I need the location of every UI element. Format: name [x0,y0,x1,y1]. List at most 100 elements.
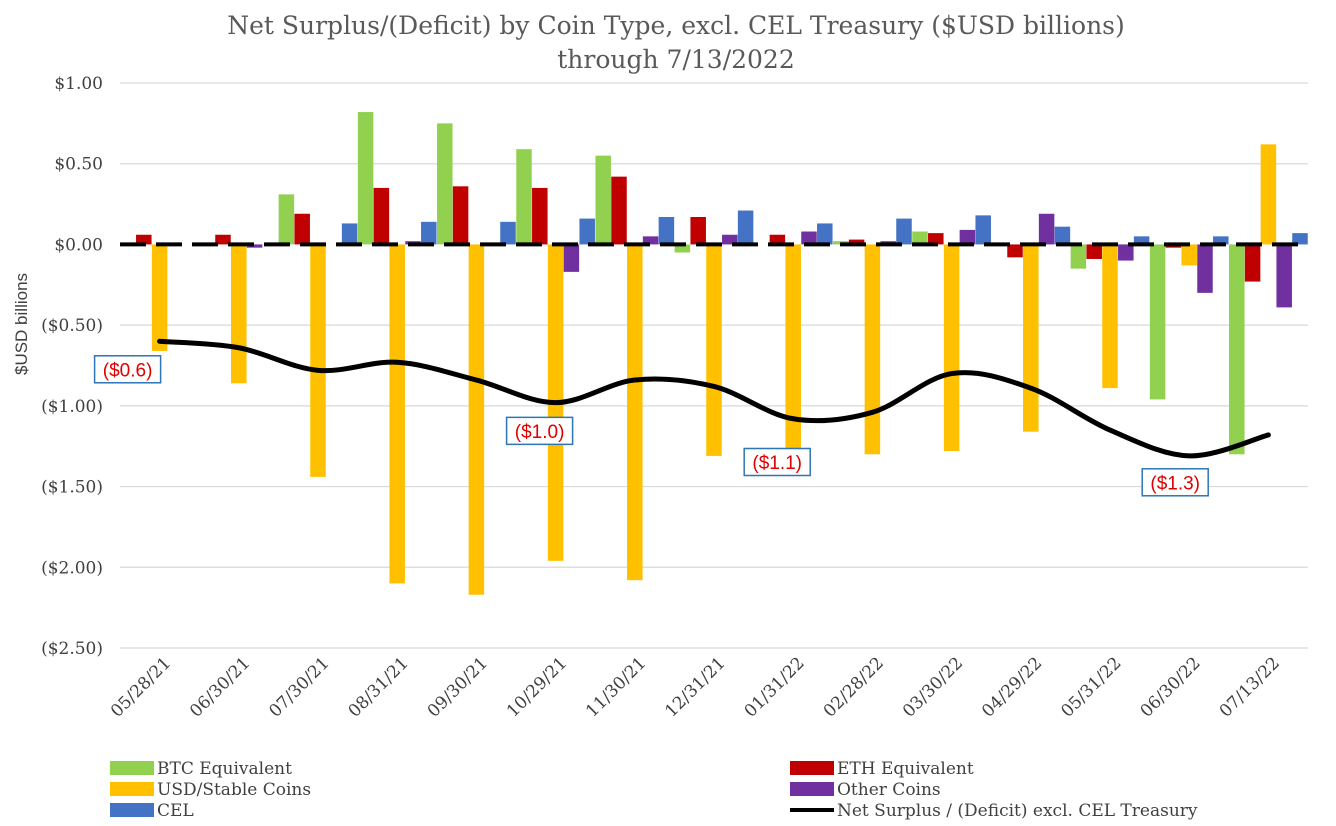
y-axis-label: $USD billions [12,273,31,375]
bar [373,187,390,245]
bar [1102,244,1118,389]
bar [421,221,437,245]
bar [341,223,358,245]
legend-label: CEL [157,801,194,821]
x-tick-label: 12/31/21 [661,653,729,721]
bar [674,244,691,253]
bar [1038,213,1055,245]
legend-item: USD/Stable Coins [110,780,311,800]
bar [801,231,817,245]
bar [864,244,881,455]
y-tick-label: ($1.50) [41,478,103,498]
bar [706,244,722,456]
annotation-text: ($1.1) [752,453,802,474]
x-tick-label: 08/31/21 [345,653,413,721]
x-tick-label: 01/31/22 [741,653,809,721]
bar [468,244,485,595]
bar [1149,244,1166,400]
y-tick-label: $0.50 [54,155,103,175]
chart-subtitle: through 7/13/2022 [557,45,795,74]
annotations: ($0.6) ($1.0) ($1.1) ($1.3) [93,355,1209,497]
bar [1054,226,1071,245]
y-tick-label: ($2.00) [41,558,103,578]
annotation-label: ($1.3) [1141,468,1209,497]
x-tick-label: 04/29/22 [978,653,1046,721]
legend-item: Other Coins [790,780,941,800]
legend-label: USD/Stable Coins [157,780,311,800]
bar [896,218,912,245]
y-tick-label: ($2.50) [41,639,103,659]
bar [1133,236,1150,245]
x-tick-label: 03/30/22 [899,653,967,721]
bar [1197,244,1213,293]
y-tick-label: $0.00 [54,235,103,255]
x-tick-label: 02/28/22 [820,653,888,721]
bar [136,234,152,245]
annotation-label: ($1.0) [505,416,574,446]
legend-item: CEL [110,801,194,821]
bar [310,244,326,477]
bar [1213,236,1229,245]
bar [627,244,643,581]
net-line-series [157,338,1271,459]
x-tick-label: 09/30/21 [424,653,492,721]
x-tick-label: 05/28/21 [107,653,175,721]
annotation-label: ($1.1) [743,447,811,477]
bar [500,221,516,245]
annotation-box [93,355,162,384]
bar [357,112,374,245]
legend-swatch [790,782,834,796]
annotation-box [743,447,811,477]
bar [389,244,405,584]
bar [437,123,453,245]
bar [737,210,754,245]
legend-swatch [110,761,154,775]
bar [231,244,247,384]
bar [912,231,928,245]
x-tick-label: 11/30/21 [582,653,650,721]
bar [294,213,310,245]
legend-item: Net Surplus / (Deficit) excl. CEL Treasu… [790,801,1198,821]
legend-label: Other Coins [837,780,941,800]
bar [532,187,548,245]
x-tick-label: 07/13/22 [1216,653,1284,721]
legend-item: BTC Equivalent [110,759,292,779]
y-tick-label: ($0.50) [41,316,103,336]
annotation-box [505,416,574,446]
bar [1086,244,1102,259]
bar [769,234,786,245]
bar [1229,244,1245,455]
bar [278,194,295,245]
bar [579,218,595,245]
bar [1118,244,1134,261]
y-tick-labels: $1.00 $0.50 $0.00 ($0.50) ($1.00) ($1.50) ($2.… [41,74,103,659]
bar [658,216,675,245]
bar-series [120,112,1308,595]
legend-label: Net Surplus / (Deficit) excl. CEL Treasu… [837,801,1198,821]
bar [563,244,580,272]
bar [817,223,833,245]
bar [1007,244,1023,258]
bar [959,229,976,245]
x-tick-label: 10/29/21 [503,653,571,721]
bar [1244,244,1261,282]
bar [151,244,168,351]
bar [975,215,991,245]
bar [452,186,469,245]
bar [1276,244,1292,308]
y-tick-label: $1.00 [54,74,103,94]
bar [1023,244,1039,432]
legend-swatch [110,803,154,817]
annotation-label: ($0.6) [93,355,162,384]
bar [1181,244,1197,266]
bar [595,155,611,245]
legend-item: ETH Equivalent [790,759,974,779]
bar [246,244,263,248]
annotation-text: ($1.0) [515,422,565,443]
bar [722,234,738,245]
bar [215,234,231,245]
x-tick-label: 07/30/21 [265,653,333,721]
legend-label: ETH Equivalent [837,759,974,779]
bar [785,244,801,468]
bar [690,216,706,245]
